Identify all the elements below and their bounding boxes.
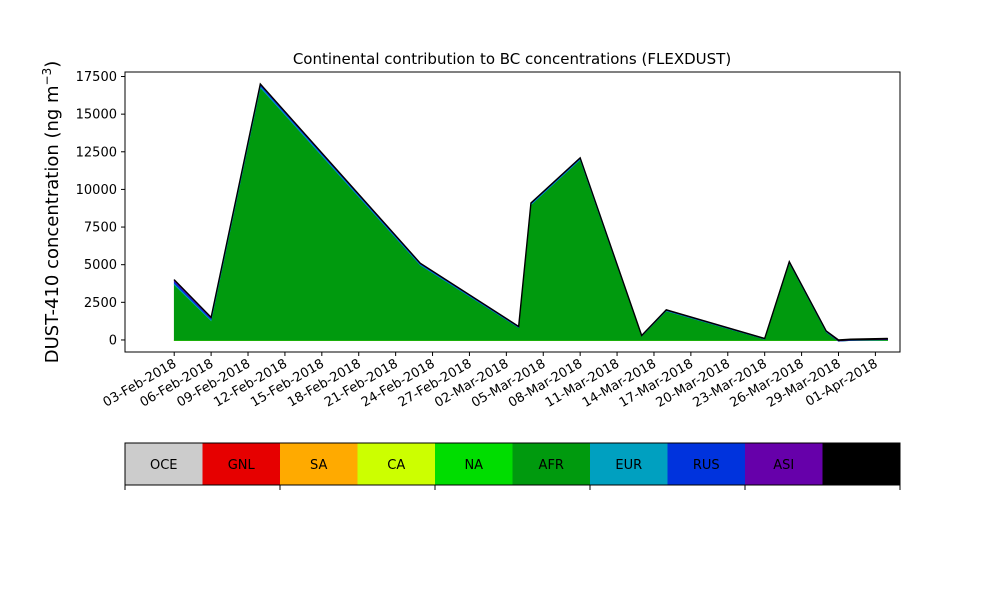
y-axis-ticks: 0 2500 5000 7500 10000 12500 15000 17500: [76, 70, 125, 348]
y-tick-label: 0: [109, 333, 117, 348]
legend-label-asi: ASI: [773, 458, 794, 473]
y-axis-label-close: ): [42, 61, 63, 68]
legend-swatch-na: [435, 443, 513, 485]
legend-swatch-rus: [667, 443, 746, 485]
legend-label-rus: RUS: [693, 458, 720, 473]
y-axis-label-unit-superscript: −3: [40, 68, 54, 86]
y-tick-label: 7500: [84, 221, 117, 236]
y-axis-label-text: DUST-410 concentration (ng m: [42, 85, 63, 363]
legend-label-eur: EUR: [615, 458, 642, 473]
total-outline: [173, 82, 888, 341]
legend-swatch-ca: [357, 443, 436, 485]
legend-swatch-eur: [590, 443, 668, 485]
y-tick-label: 2500: [84, 296, 117, 311]
y-tick-label: 17500: [76, 70, 117, 85]
chart-title: Continental contribution to BC concentra…: [293, 50, 731, 68]
legend-label-oce: OCE: [150, 458, 178, 473]
x-axis-ticks: 03-Feb-201806-Feb-201809-Feb-201812-Feb-…: [101, 352, 880, 411]
legend: OCE GNL SA CA NA AFR EUR RUS ASI AUS: [124, 442, 901, 490]
legend-label-sa: SA: [310, 458, 327, 473]
legend-swatch-oce: [125, 443, 203, 485]
area-afr: [173, 86, 888, 342]
legend-swatch-aus: [822, 443, 901, 485]
legend-label-ca: CA: [387, 458, 405, 473]
plot-frame: [124, 71, 901, 353]
y-tick-label: 10000: [76, 183, 117, 198]
total-outline-group: [173, 82, 888, 341]
legend-label-na: NA: [464, 458, 483, 473]
legend-label-afr: AFR: [539, 458, 564, 473]
y-tick-label: 12500: [76, 145, 117, 160]
legend-frame: [124, 442, 901, 486]
area-series-group: [173, 83, 888, 342]
legend-label-gnl: GNL: [228, 458, 256, 473]
y-tick-label: 5000: [84, 258, 117, 273]
legend-swatch-afr: [512, 443, 591, 485]
legend-label-aus: AUS: [848, 458, 875, 473]
legend-swatch-sa: [280, 443, 358, 485]
legend-swatch-asi: [745, 443, 823, 485]
legend-swatch-gnl: [202, 443, 281, 485]
y-axis-label: DUST-410 concentration (ng m−3): [40, 61, 63, 364]
y-tick-label: 15000: [76, 108, 117, 123]
